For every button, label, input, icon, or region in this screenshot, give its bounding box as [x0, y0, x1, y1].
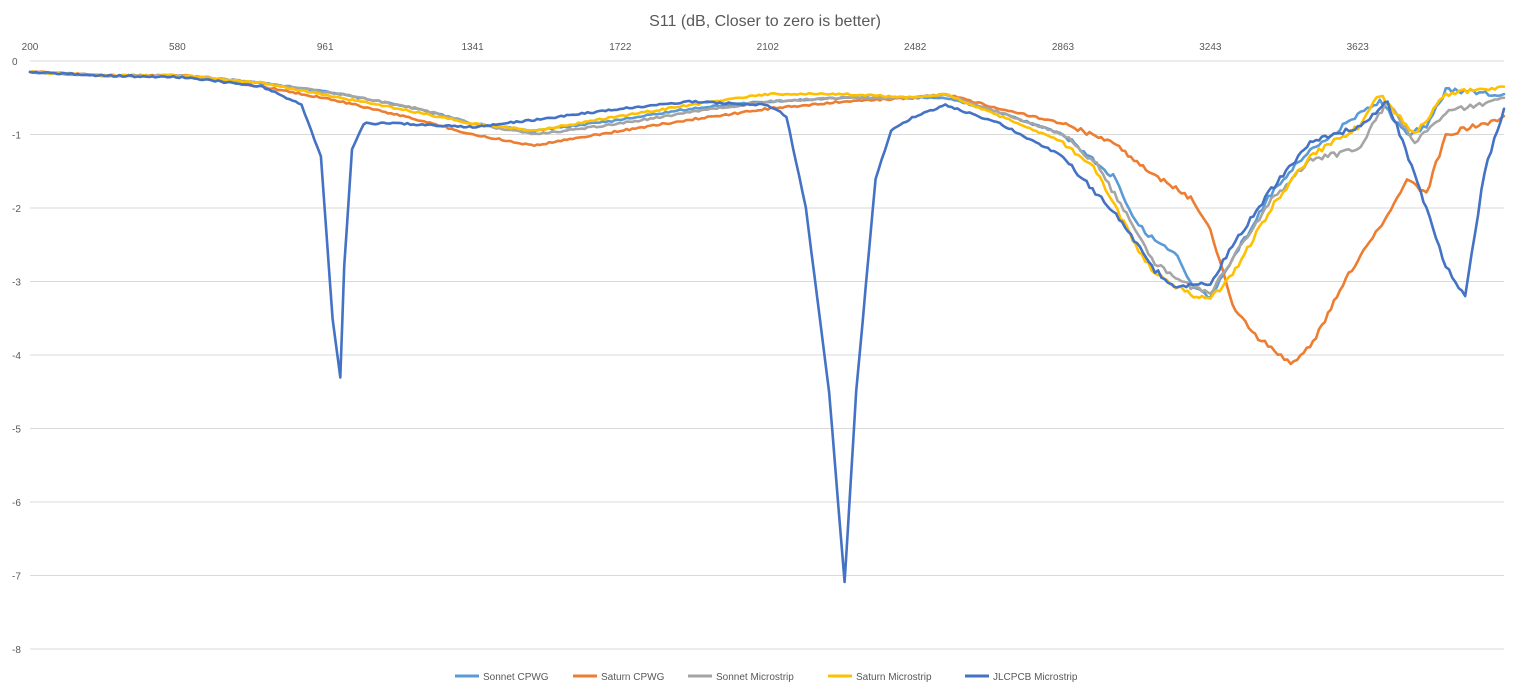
y-tick-label: -2: [12, 204, 21, 215]
y-tick-label: -4: [12, 351, 21, 362]
y-tick-label: -7: [12, 572, 21, 583]
y-tick-label: -5: [12, 425, 21, 436]
x-tick-label: 1722: [609, 42, 632, 53]
legend: Sonnet CPWG Saturn CPWG Sonnet Microstrip S…: [455, 672, 1078, 683]
y-tick-label: -6: [12, 498, 21, 509]
x-tick-label: 2863: [1052, 42, 1075, 53]
x-tick-label: 2482: [904, 42, 927, 53]
x-tick-label: 961: [317, 42, 334, 53]
x-tick-label: 3623: [1347, 42, 1370, 53]
series-line-4: [28, 70, 1506, 584]
legend-label: Saturn Microstrip: [856, 672, 932, 683]
legend-label: Saturn CPWG: [601, 672, 665, 683]
y-tick-labels: 0 -1 -2 -3 -4 -5 -6 -7 -8: [12, 57, 21, 656]
series-line-3: [28, 70, 1506, 300]
series-line-1: [28, 70, 1506, 366]
x-tick-label: 2102: [757, 42, 780, 53]
y-tick-label: -1: [12, 131, 21, 142]
series-lines: [28, 70, 1506, 584]
gridlines: [30, 60, 1504, 650]
x-tick-label: 580: [169, 42, 186, 53]
y-tick-label: -3: [12, 278, 21, 289]
x-tick-labels: 200 580 961 1341 1722 2102 2482 2863 3243 3623: [22, 42, 1370, 53]
x-tick-label: 1341: [461, 42, 484, 53]
y-tick-label: -8: [12, 645, 21, 656]
legend-label: Sonnet CPWG: [483, 672, 549, 683]
legend-label: Sonnet Microstrip: [716, 672, 794, 683]
x-tick-label: 200: [22, 42, 39, 53]
chart-title: S11 (dB, Closer to zero is better): [649, 13, 881, 30]
y-tick-label: 0: [12, 57, 18, 68]
legend-label: JLCPCB Microstrip: [993, 672, 1078, 683]
x-tick-label: 3243: [1199, 42, 1222, 53]
